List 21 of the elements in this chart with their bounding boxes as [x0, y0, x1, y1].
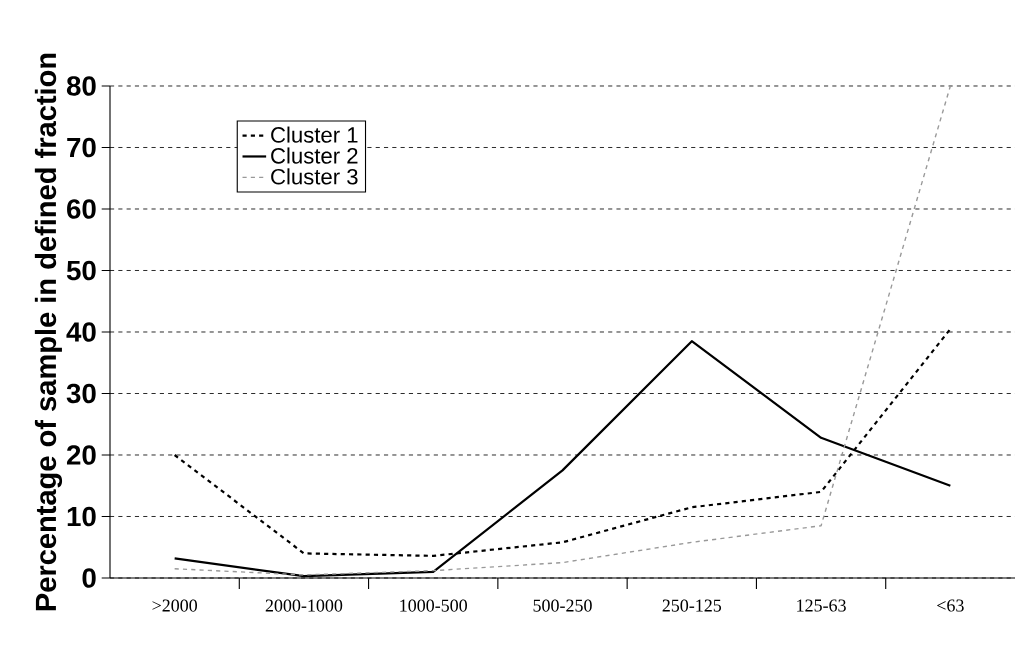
x-tick-label: 500-250 [533, 599, 592, 612]
y-tick-label: 60 [67, 199, 96, 219]
y-tick-label: 50 [66, 260, 96, 281]
y-tick-label: 20 [66, 445, 96, 465]
x-tick-label: 1000-500 [400, 599, 468, 612]
y-tick-label: 70 [67, 137, 96, 158]
line-series [173, 85, 952, 576]
x-tick-label: 250-125 [662, 599, 722, 612]
y-tick-label: 40 [66, 322, 96, 342]
x-tick-label: 2000-1000 [265, 599, 343, 612]
x-tick-label: 125-63 [797, 599, 846, 612]
y-tick-label: 30 [66, 383, 96, 404]
y-tick-label: 10 [67, 506, 96, 527]
x-tick-label: <63 [937, 599, 964, 612]
y-tick-label: 0 [82, 568, 96, 588]
y-axis-title: Percentage of sample in defined fraction [34, 53, 63, 611]
x-tick-label: >2000 [152, 599, 198, 612]
y-tick-label: 80 [66, 76, 96, 96]
legend-label: Cluster 2 [271, 147, 358, 164]
legend-label: Cluster 1 [271, 126, 358, 143]
legend-label: Cluster 3 [271, 168, 358, 185]
